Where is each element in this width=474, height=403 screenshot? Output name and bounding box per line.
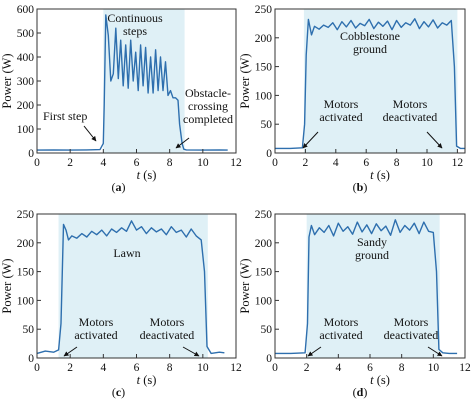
x-axis-label: t (s) — [137, 373, 157, 387]
y-tick-label: 250 — [255, 209, 273, 221]
x-tick-label: 8 — [399, 362, 405, 374]
y-tick-label: 150 — [255, 62, 273, 74]
annotation-arrow — [182, 346, 200, 357]
y-tick-label: 200 — [17, 238, 35, 250]
annotation-arrow — [302, 131, 319, 149]
x-tick-label: 6 — [134, 362, 140, 374]
x-tick-label: 0 — [34, 362, 40, 374]
y-tick-label: 250 — [255, 4, 273, 16]
x-tick-label: 0 — [34, 157, 40, 169]
x-tick-label: 6 — [363, 157, 369, 169]
chart-panel-c: 0 2 4 6 8 10 12 0 50 100 150 200 250 Power (W) t (s) (c… — [0, 209, 242, 399]
series-line — [36, 220, 225, 355]
shaded-region — [303, 9, 458, 153]
annotation-arrow — [63, 346, 78, 357]
y-tick-label: 600 — [17, 4, 35, 16]
x-tick-label: 6 — [367, 362, 373, 374]
y-tick-label: 250 — [17, 209, 35, 221]
x-tick-label: 12 — [452, 157, 464, 169]
x-axis-label: t (s) — [370, 373, 390, 387]
panel-label: (d) — [353, 385, 368, 399]
annotation: Sandy ground — [355, 235, 389, 262]
annotation-arrow — [426, 131, 443, 149]
x-tick-label: 0 — [272, 157, 278, 169]
panel-label: (a) — [112, 180, 126, 194]
annotation: Motors activated — [74, 315, 117, 342]
x-tick-label: 2 — [67, 157, 73, 169]
annotation: Motors activated — [319, 97, 362, 124]
panel-label: (c) — [112, 385, 125, 399]
annotation-arrow — [427, 346, 443, 357]
annotation: Motors deactivated — [383, 97, 438, 124]
x-tick-label: 4 — [333, 157, 339, 169]
y-axis-label: Power (W) — [238, 258, 252, 313]
y-tick-label: 100 — [255, 295, 273, 307]
series-line — [275, 18, 465, 150]
x-tick-label: 4 — [100, 157, 106, 169]
annotation-arrow — [83, 125, 97, 142]
y-tick-label: 400 — [17, 52, 35, 64]
y-tick-label: 150 — [255, 267, 273, 279]
y-tick-label: 100 — [17, 295, 35, 307]
x-tick-label: 10 — [197, 157, 209, 169]
x-tick-label: 8 — [167, 157, 173, 169]
y-tick-label: 200 — [255, 238, 273, 250]
y-tick-label: 0 — [28, 148, 34, 160]
y-tick-label: 200 — [17, 100, 35, 112]
x-tick-label: 12 — [230, 157, 242, 169]
annotation: First step — [43, 109, 87, 123]
y-tick-label: 150 — [17, 267, 35, 279]
y-tick-label: 50 — [23, 324, 35, 336]
y-tick-label: 500 — [17, 28, 35, 40]
x-tick-label: 2 — [67, 362, 73, 374]
y-tick-label: 300 — [17, 76, 35, 88]
x-axis-label: t (s) — [137, 168, 157, 182]
annotation: Cobblestone ground — [340, 29, 400, 56]
x-tick-label: 4 — [100, 362, 106, 374]
y-axis-label: Power (W) — [0, 258, 14, 313]
annotation: Continuous steps — [107, 11, 163, 38]
x-axis-label: t (s) — [370, 168, 390, 182]
panel-label: (b) — [353, 180, 368, 194]
chart-panel-d: 0 2 4 6 8 10 12 0 50 100 150 200 250 Power (W) t (s)(d… — [238, 209, 471, 399]
shaded-region — [306, 214, 440, 358]
y-tick-label: 50 — [261, 119, 273, 131]
x-tick-label: 10 — [197, 362, 209, 374]
x-tick-label: 10 — [428, 362, 440, 374]
x-tick-label: 6 — [134, 157, 140, 169]
y-axis-label: Power (W) — [238, 53, 252, 108]
axes-frame — [274, 8, 466, 154]
y-tick-label: 200 — [255, 33, 273, 45]
x-tick-label: 4 — [335, 362, 341, 374]
x-tick-label: 2 — [304, 362, 310, 374]
x-tick-label: 12 — [230, 362, 242, 374]
x-tick-label: 8 — [394, 157, 400, 169]
annotation: Motors deactivated — [140, 315, 195, 342]
y-tick-label: 0 — [266, 353, 272, 365]
annotation-arrow — [175, 137, 190, 149]
x-tick-label: 10 — [421, 157, 433, 169]
y-tick-label: 0 — [28, 353, 34, 365]
series-line — [275, 219, 458, 355]
y-tick-label: 100 — [17, 124, 35, 136]
y-tick-label: 50 — [261, 324, 273, 336]
annotation: Lawn — [113, 246, 140, 260]
chart-panel-b: 0 2 4 6 8 10 12 0 50 100 150 200 250 Power (W) t (s)(b… — [238, 4, 466, 194]
shaded-region — [58, 214, 208, 358]
annotation: Motors activated — [319, 315, 362, 342]
x-tick-label: 2 — [303, 157, 309, 169]
x-tick-label: 8 — [167, 362, 173, 374]
x-tick-label: 0 — [272, 362, 278, 374]
y-tick-label: 100 — [255, 90, 273, 102]
y-tick-label: 0 — [266, 148, 272, 160]
series-line — [36, 14, 228, 151]
y-axis-label: Power (W) — [0, 53, 14, 108]
annotation-arrow — [307, 346, 322, 357]
x-tick-label: 12 — [459, 362, 471, 374]
annotation: Motors deactivated — [384, 315, 439, 342]
annotation: Obstacle-crossing completed — [183, 86, 233, 126]
chart-panel-a: 0 2 4 6 8 10 12 0 100 200 300 400 500 600 Power (W) t (… — [0, 4, 242, 194]
